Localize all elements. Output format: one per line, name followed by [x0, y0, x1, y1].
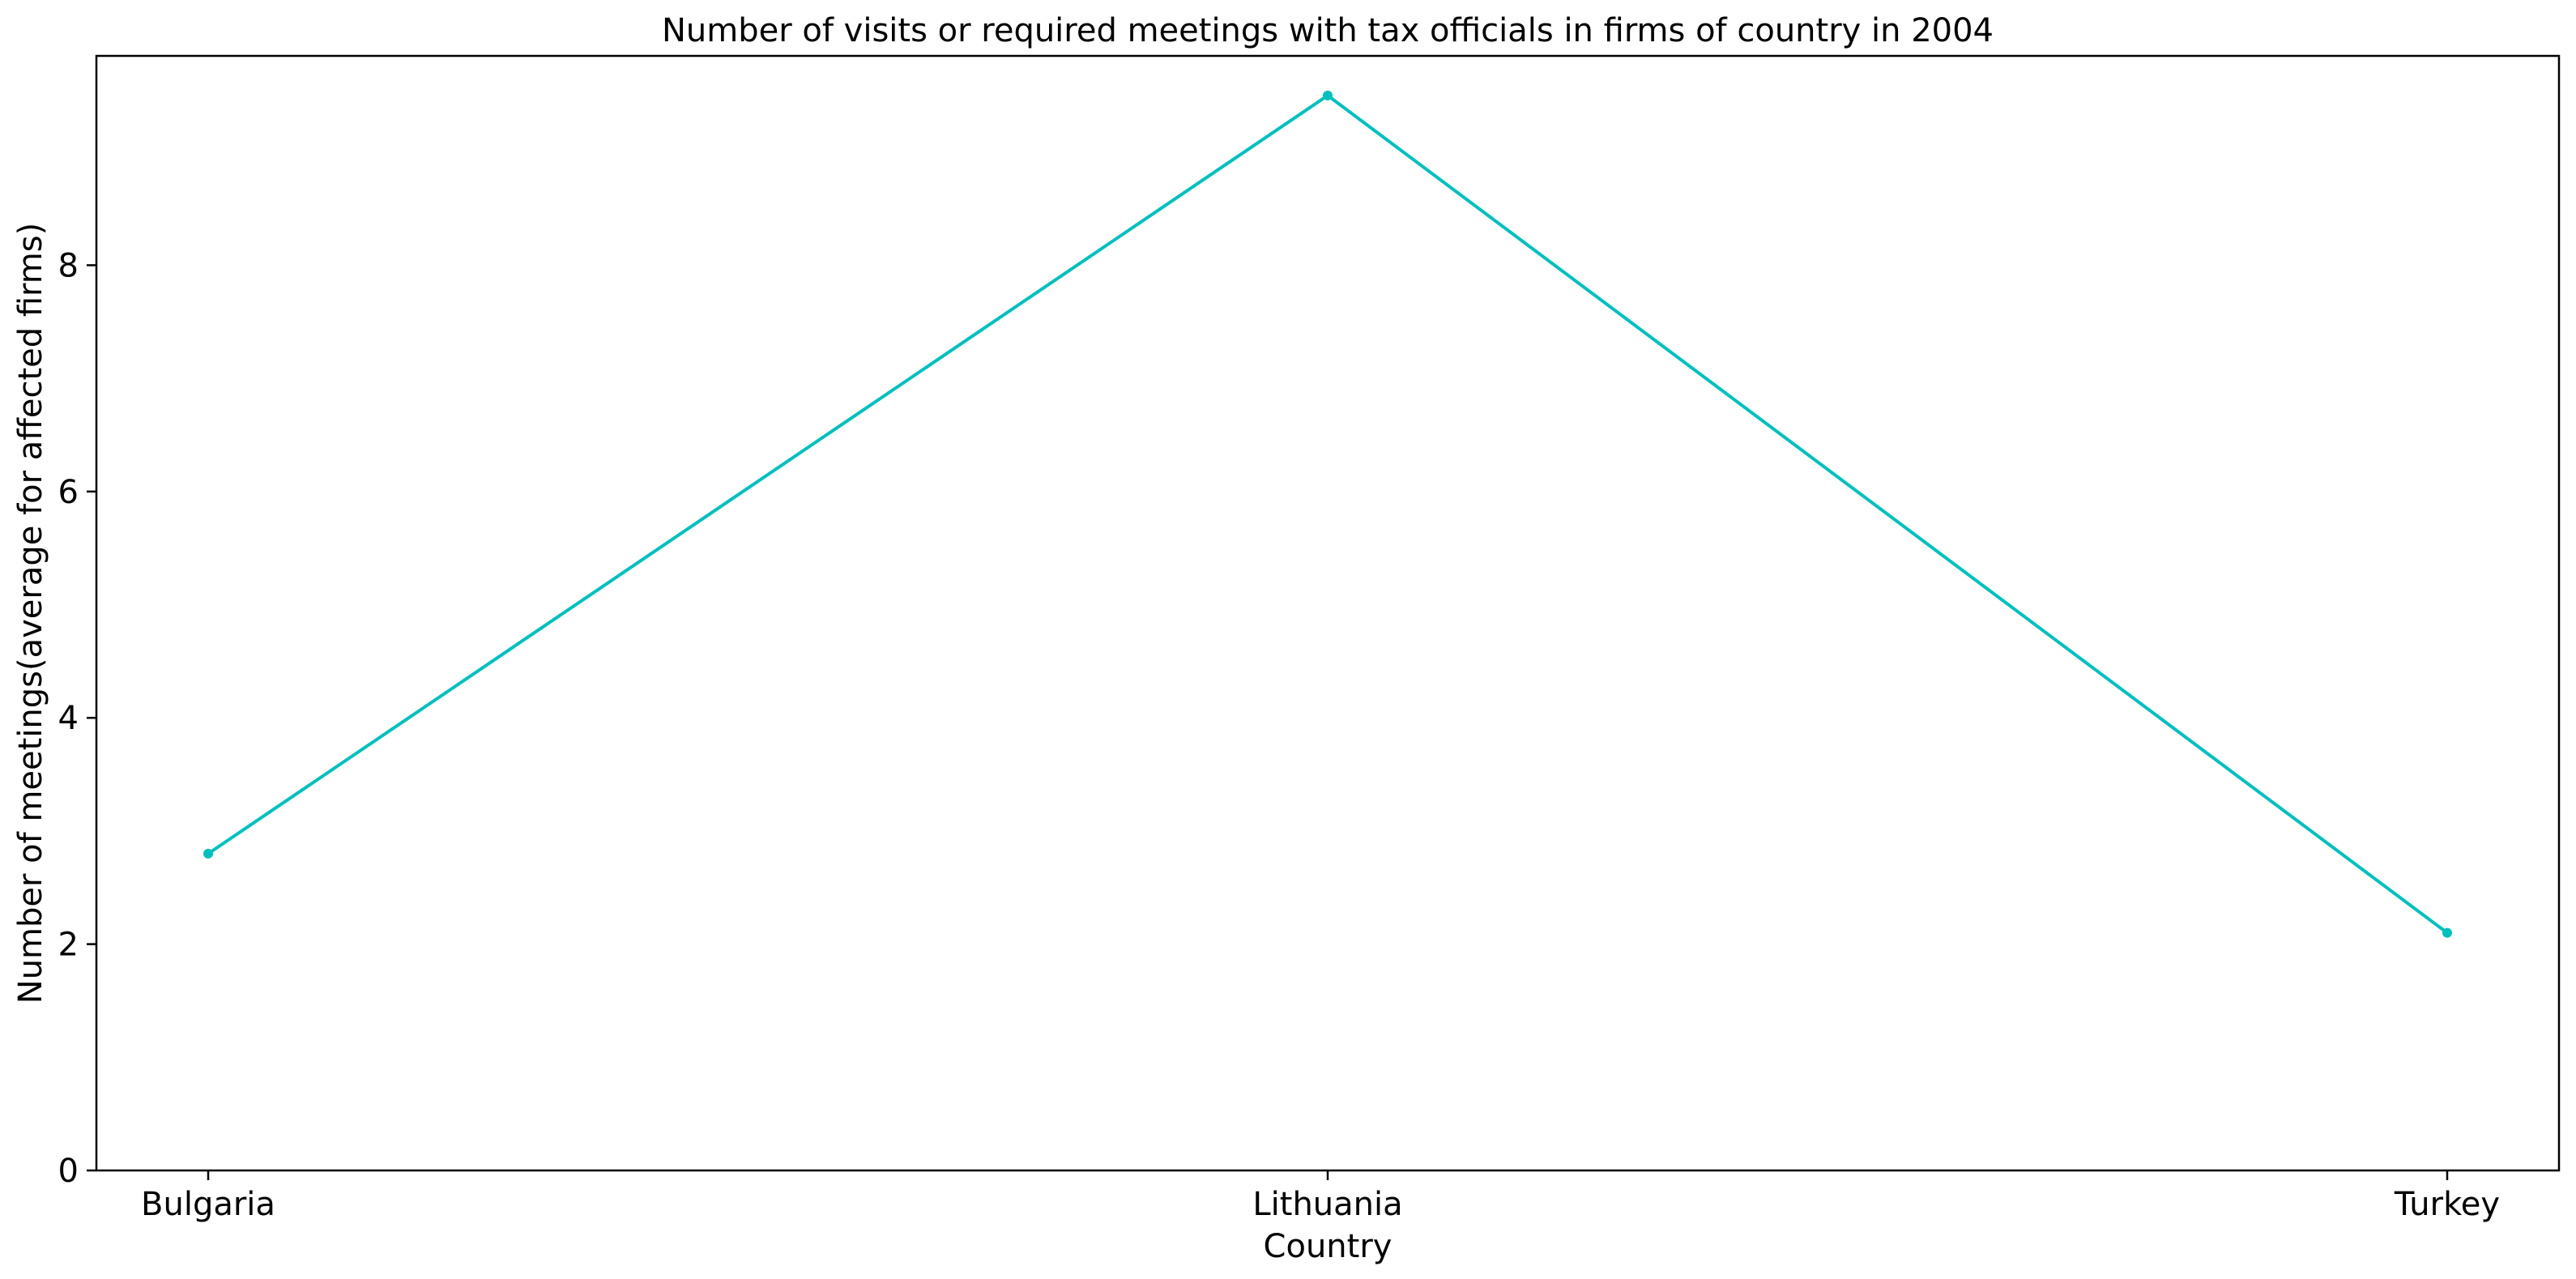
x-tick-label: Lithuania — [1252, 1186, 1402, 1223]
plot-area: 0 2 4 6 8 Bulgaria Lithuania Turkey — [58, 54, 2561, 1223]
data-point — [1323, 90, 1333, 100]
y-tick-label: 2 — [58, 927, 79, 964]
x-tick-label: Turkey — [2394, 1186, 2500, 1223]
y-axis-label: Number of meetings(average for affected … — [12, 223, 49, 1004]
y-axis-ticks: 0 2 4 6 8 — [58, 247, 96, 1190]
plot-frame — [95, 54, 2561, 1172]
y-tick-label: 4 — [58, 700, 79, 737]
y-tick-label: 8 — [58, 247, 79, 284]
y-tick-label: 0 — [58, 1153, 79, 1190]
x-tick-label: Bulgaria — [141, 1186, 275, 1223]
x-axis-ticks: Bulgaria Lithuania Turkey — [141, 1170, 2500, 1223]
series-group — [203, 90, 2452, 938]
series-line — [207, 93, 2449, 935]
y-tick-label: 6 — [58, 474, 79, 511]
data-point — [203, 848, 213, 859]
data-point — [2442, 927, 2452, 938]
x-axis-label: Country — [1264, 1228, 1392, 1265]
chart-title: Number of visits or required meetings wi… — [662, 12, 1994, 49]
